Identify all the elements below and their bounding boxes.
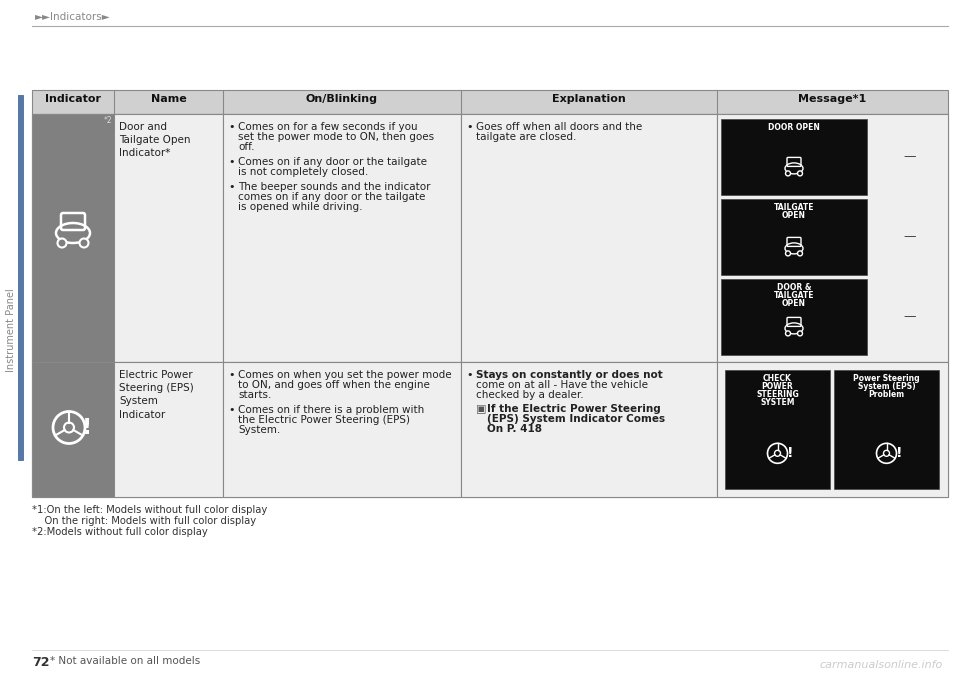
Text: POWER: POWER (761, 382, 793, 391)
Bar (721, 279, 867, 355)
Text: DOOR OPEN: DOOR OPEN (768, 123, 820, 132)
Bar (721, 119, 867, 195)
Bar (223, 114, 461, 362)
Text: Goes off when all doors and the: Goes off when all doors and the (476, 122, 642, 132)
Text: SYSTEM: SYSTEM (760, 398, 795, 407)
Bar (18, 95, 23, 460)
Text: Message*1: Message*1 (799, 94, 867, 104)
Bar (721, 199, 867, 275)
Text: Door and
Tailgate Open
Indicator*: Door and Tailgate Open Indicator* (119, 122, 190, 159)
Text: TAILGATE: TAILGATE (774, 203, 814, 212)
Bar (223, 362, 461, 497)
Text: —: — (903, 231, 916, 243)
Bar (32, 114, 948, 362)
Bar (834, 370, 939, 489)
Circle shape (80, 239, 88, 247)
Text: •: • (228, 157, 234, 167)
Circle shape (785, 251, 790, 256)
Circle shape (785, 331, 790, 336)
Text: *1:On the left: Models without full color display: *1:On the left: Models without full colo… (32, 505, 267, 515)
Text: •: • (466, 370, 472, 380)
Text: System.: System. (238, 425, 280, 435)
Text: Comes on for a few seconds if you: Comes on for a few seconds if you (238, 122, 418, 132)
Text: On P. 418: On P. 418 (487, 424, 542, 434)
Text: 72: 72 (32, 656, 50, 669)
Text: —: — (903, 311, 916, 323)
Text: off.: off. (238, 142, 254, 152)
Text: Indicator: Indicator (45, 94, 101, 104)
Text: OPEN: OPEN (782, 299, 806, 308)
Bar (32, 114, 114, 362)
Text: •: • (228, 370, 234, 380)
Text: The beeper sounds and the indicator: The beeper sounds and the indicator (238, 182, 430, 192)
Text: STEERING: STEERING (756, 390, 799, 399)
Text: is not completely closed.: is not completely closed. (238, 167, 369, 177)
Bar (717, 362, 948, 497)
Bar (725, 370, 830, 489)
Text: Power Steering: Power Steering (853, 374, 920, 383)
Text: comes on if any door or the tailgate: comes on if any door or the tailgate (238, 192, 425, 202)
Circle shape (798, 251, 803, 256)
Text: !: ! (82, 418, 92, 437)
Bar (461, 362, 717, 497)
Circle shape (785, 171, 790, 176)
Circle shape (798, 331, 803, 336)
Text: DOOR &: DOOR & (777, 283, 811, 292)
Text: ►►Indicators►: ►►Indicators► (35, 12, 110, 22)
Circle shape (798, 171, 803, 176)
Text: Comes on when you set the power mode: Comes on when you set the power mode (238, 370, 451, 380)
Text: !: ! (787, 446, 794, 460)
Text: Stays on constantly or does not: Stays on constantly or does not (476, 370, 662, 380)
Text: •: • (228, 122, 234, 132)
Text: Comes on if there is a problem with: Comes on if there is a problem with (238, 405, 424, 415)
Text: System (EPS): System (EPS) (857, 382, 915, 391)
Text: Instrument Panel: Instrument Panel (6, 288, 16, 372)
Text: *2:Models without full color display: *2:Models without full color display (32, 527, 207, 537)
Text: carmanualsonline.info: carmanualsonline.info (820, 660, 943, 670)
Text: ▣: ▣ (476, 404, 487, 414)
Text: •: • (228, 405, 234, 415)
Bar (461, 114, 717, 362)
Text: is opened while driving.: is opened while driving. (238, 202, 363, 212)
Bar (32, 90, 948, 114)
Bar (32, 362, 114, 497)
Text: —: — (903, 151, 916, 163)
Text: tailgate are closed.: tailgate are closed. (476, 132, 576, 142)
Text: Problem: Problem (869, 390, 904, 399)
Text: •: • (466, 122, 472, 132)
Text: If the Electric Power Steering: If the Electric Power Steering (487, 404, 660, 414)
Text: Explanation: Explanation (552, 94, 626, 104)
Text: OPEN: OPEN (782, 211, 806, 220)
Text: starts.: starts. (238, 390, 272, 400)
Text: Electric Power
Steering (EPS)
System
Indicator: Electric Power Steering (EPS) System Ind… (119, 370, 194, 420)
Text: * Not available on all models: * Not available on all models (50, 656, 201, 666)
Text: checked by a dealer.: checked by a dealer. (476, 390, 584, 400)
Bar (32, 362, 948, 497)
Text: On/Blinking: On/Blinking (306, 94, 378, 104)
Text: come on at all - Have the vehicle: come on at all - Have the vehicle (476, 380, 648, 390)
Text: On the right: Models with full color display: On the right: Models with full color dis… (32, 516, 256, 526)
Circle shape (58, 239, 66, 247)
Text: (EPS) System Indicator Comes: (EPS) System Indicator Comes (487, 414, 665, 424)
Text: to ON, and goes off when the engine: to ON, and goes off when the engine (238, 380, 430, 390)
Text: Comes on if any door or the tailgate: Comes on if any door or the tailgate (238, 157, 427, 167)
Text: CHECK: CHECK (763, 374, 792, 383)
Text: TAILGATE: TAILGATE (774, 291, 814, 300)
Text: Name: Name (151, 94, 186, 104)
Text: !: ! (897, 446, 902, 460)
Text: set the power mode to ON, then goes: set the power mode to ON, then goes (238, 132, 434, 142)
Bar (114, 362, 223, 497)
Bar (114, 114, 223, 362)
Text: •: • (228, 182, 234, 192)
Bar (717, 114, 948, 362)
Text: *2: *2 (104, 116, 112, 125)
Text: the Electric Power Steering (EPS): the Electric Power Steering (EPS) (238, 415, 410, 425)
